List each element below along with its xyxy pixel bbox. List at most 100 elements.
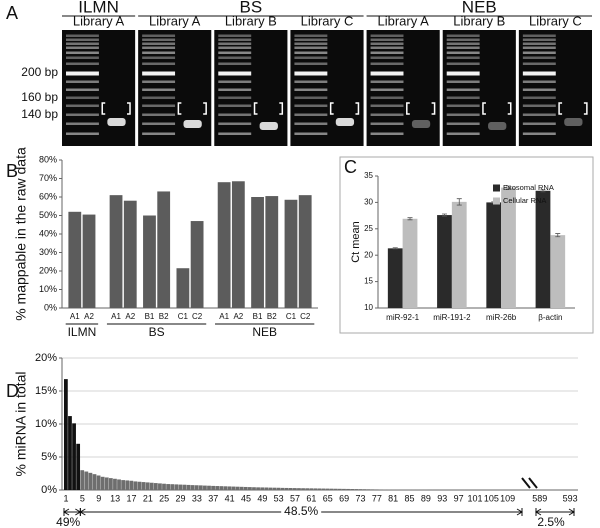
bar [535, 190, 551, 308]
y-tick-label: 20 [364, 250, 373, 259]
span-label: 2.5% [537, 515, 565, 528]
ladder-band [142, 104, 176, 107]
bar [84, 471, 89, 490]
ladder-band [66, 104, 99, 107]
bar [370, 489, 375, 490]
x-tick-label: B1 [253, 312, 263, 321]
bar [362, 489, 367, 490]
ladder-band [446, 122, 480, 125]
x-tick-label: 9 [96, 493, 101, 503]
bar [378, 489, 383, 490]
bar [342, 488, 346, 490]
ladder-band [294, 122, 328, 125]
bar [325, 488, 330, 490]
y-tick-label: 35 [364, 171, 373, 180]
ladder-band [294, 56, 328, 59]
sample-band [259, 122, 278, 130]
ladder-band [370, 122, 404, 125]
sample-band [411, 120, 431, 128]
bar [158, 483, 162, 490]
y-tick-label: 20% [39, 265, 57, 275]
ladder-band [66, 71, 99, 76]
bar [129, 480, 134, 490]
bar [501, 187, 516, 308]
bracket [558, 102, 588, 115]
gel-lane [290, 30, 364, 146]
bar [293, 488, 297, 490]
bar [133, 481, 138, 490]
ladder-band [294, 51, 328, 54]
bar [149, 482, 154, 490]
ladder-band [370, 80, 404, 83]
y-tick-label: 25 [364, 224, 373, 233]
group-label: BS [149, 325, 165, 339]
x-tick-label: 97 [454, 493, 464, 503]
x-tick-label: 89 [421, 493, 431, 503]
ladder-band [218, 38, 252, 41]
bar [72, 423, 76, 490]
bar [437, 215, 452, 308]
bar [100, 476, 105, 490]
bar [374, 489, 379, 490]
ladder-band [218, 34, 252, 37]
y-tick-label: 40% [39, 228, 57, 238]
lane-label: Library B [225, 13, 277, 28]
x-tick-label: B1 [145, 312, 155, 321]
bar [387, 248, 403, 308]
span-label: 49% [56, 515, 80, 528]
bar [96, 475, 101, 490]
bar [309, 488, 314, 490]
bracket [177, 102, 207, 115]
ladder-band [446, 56, 480, 59]
ladder-band [370, 71, 404, 76]
ladder-band [370, 34, 404, 37]
x-tick-label: 589 [532, 493, 547, 503]
bar [68, 416, 72, 490]
ladder-band [446, 34, 480, 37]
x-tick-label: A2 [233, 312, 243, 321]
x-tick-label: C2 [300, 312, 311, 321]
y-tick-label: 0% [41, 484, 57, 496]
x-tick-label: A1 [70, 312, 80, 321]
bar [211, 485, 215, 490]
bar [141, 482, 146, 490]
ladder-band [218, 51, 252, 54]
y-tick-label: 30 [364, 198, 373, 207]
ladder-band [370, 113, 404, 116]
x-tick-label: 41 [225, 493, 235, 503]
x-tick-label: 77 [372, 493, 382, 503]
sample-band [488, 122, 507, 130]
bar [337, 488, 342, 490]
x-tick-label: 85 [405, 493, 415, 503]
lane-label: Library B [453, 13, 505, 28]
lane-label: Library A [377, 13, 429, 28]
bar [305, 488, 310, 490]
bracket [101, 102, 131, 115]
x-tick-label: 33 [192, 493, 202, 503]
ladder-band [142, 113, 176, 116]
x-tick-label: 93 [437, 493, 447, 503]
ladder-band [142, 88, 176, 91]
ladder-band [446, 113, 480, 116]
ladder-band [66, 42, 99, 45]
error-bar [456, 198, 462, 206]
ladder-band [218, 42, 252, 45]
bar [227, 486, 232, 490]
ladder-band [446, 38, 480, 41]
ladder-band [218, 46, 252, 49]
ladder-band [522, 62, 556, 65]
group-label: ILMN [68, 325, 97, 339]
bar [123, 200, 137, 308]
bar [276, 487, 281, 490]
marker-label: 200 bp [21, 65, 58, 79]
x-tick-label: C1 [286, 312, 297, 321]
x-tick-label: A2 [125, 312, 135, 321]
x-tick-label: 1 [64, 493, 69, 503]
ladder-band [522, 56, 556, 59]
y-axis-label: % mappable in the raw data [13, 147, 29, 321]
bar [109, 195, 123, 308]
x-tick-label: 53 [274, 493, 284, 503]
bar [265, 196, 279, 308]
ladder-band [142, 38, 176, 41]
